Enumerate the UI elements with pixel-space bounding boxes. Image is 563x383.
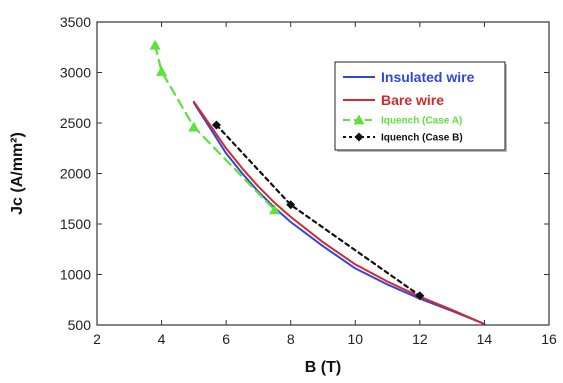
y-tick-label: 2000 — [60, 166, 91, 182]
legend-label: Iquench (Case A) — [381, 116, 462, 127]
legend-marker — [354, 132, 364, 142]
x-tick-label: 8 — [287, 331, 295, 347]
legend-label: Iquench (Case B) — [381, 133, 463, 144]
data-point — [211, 120, 221, 130]
legend-label: Bare wire — [381, 92, 444, 108]
x-tick-label: 4 — [158, 331, 166, 347]
x-tick-label: 12 — [412, 331, 428, 347]
data-point — [188, 121, 200, 132]
y-tick-label: 3500 — [60, 14, 91, 30]
y-tick-label: 1500 — [60, 216, 91, 232]
y-tick-label: 3000 — [60, 65, 91, 81]
legend: Insulated wire Bare wire Iquench (Case A) I… — [334, 61, 507, 152]
y-axis-label: Jc (A/mm²) — [9, 132, 26, 215]
series-group — [149, 39, 486, 325]
x-tick-label: 2 — [93, 331, 101, 347]
legend-marker — [353, 114, 365, 125]
legend-label: Insulated wire — [381, 69, 475, 85]
series-line — [154, 44, 276, 211]
y-tick-label: 2500 — [60, 115, 91, 131]
x-tick-label: 16 — [541, 331, 557, 347]
x-tick-label: 6 — [222, 331, 230, 347]
data-point — [415, 291, 425, 301]
axis-ticks: 2 4 6 8 10 12 14 16 500 1000 1500 2000 2500 3000 3500 — [60, 14, 557, 347]
y-tick-label: 1000 — [60, 267, 91, 283]
series-4 — [211, 120, 425, 301]
series-3 — [149, 39, 281, 215]
data-point — [269, 204, 281, 215]
x-tick-label: 10 — [347, 331, 363, 347]
y-tick-label: 500 — [68, 317, 92, 333]
data-point — [286, 200, 296, 210]
data-point — [156, 65, 168, 76]
x-tick-label: 14 — [477, 331, 493, 347]
x-axis-label: B (T) — [305, 359, 341, 376]
data-point — [149, 39, 161, 50]
